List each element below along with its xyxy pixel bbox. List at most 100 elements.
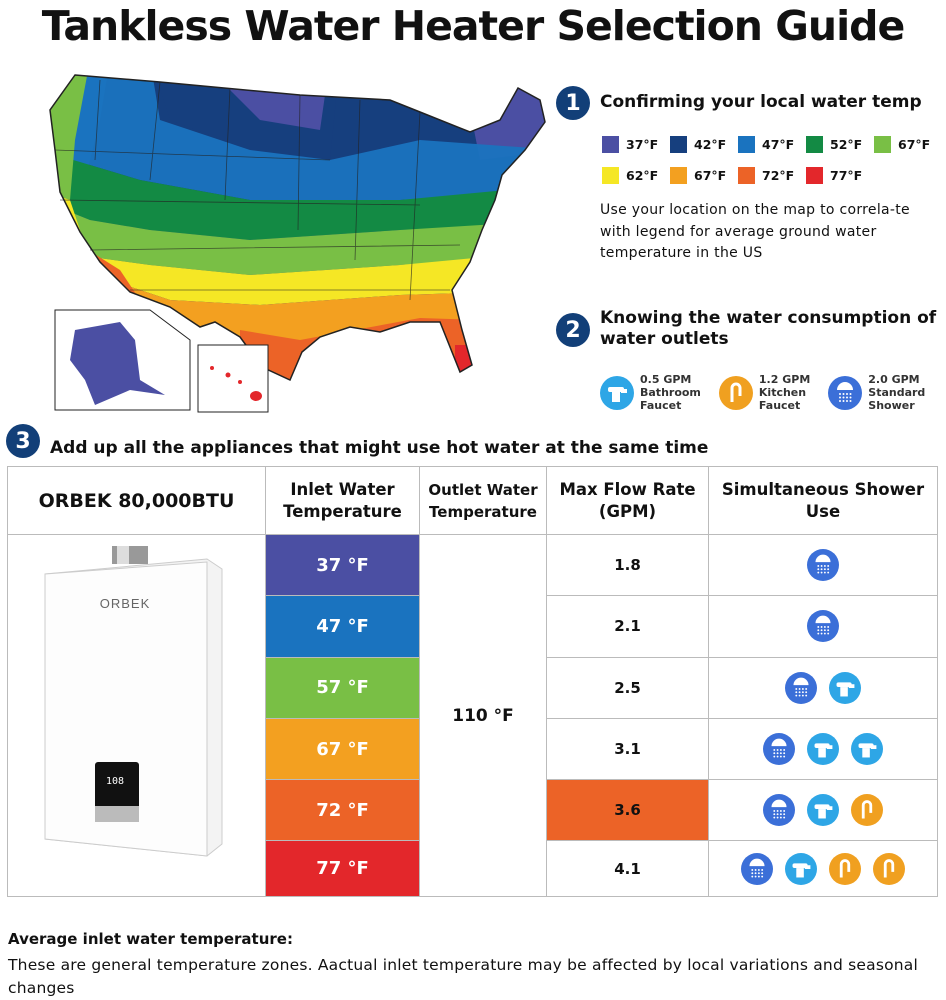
header-inlet: Inlet Water Temperature (265, 466, 420, 535)
table-row: 47 °F 2.1 (8, 595, 938, 658)
step-2-heading: Knowing the water consumption of water o… (600, 308, 937, 349)
legend-label: 77°F (830, 168, 863, 183)
temperature-legend: 37°F 42°F 47°F 52°F 67°F 62°F 67°F 72°F 77°F (602, 136, 946, 184)
legend-swatch (670, 167, 687, 184)
kitchen-faucet-icon (873, 852, 905, 885)
legend-swatch (806, 167, 823, 184)
table-row: 72 °F 3.6 (8, 779, 938, 842)
outlet-name: Faucet (640, 399, 682, 412)
svg-text:ORBEK: ORBEK (99, 596, 150, 611)
table-row: 67 °F 3.1 (8, 717, 938, 781)
legend-label: 72°F (762, 168, 795, 183)
shower-icon (763, 733, 795, 766)
step-1-heading: Confirming your local water temp (600, 92, 922, 112)
us-water-temperature-map (49, 74, 546, 413)
inlet-temp-cell: 57 °F (265, 656, 420, 719)
legend-label: 62°F (626, 168, 659, 183)
legend-item: 67°F (874, 136, 942, 153)
legend-label: 37°F (626, 137, 659, 152)
outlet-name: Kitchen (758, 386, 807, 399)
legend-label: 67°F (898, 137, 931, 152)
bathroom-faucet-icon (829, 671, 861, 704)
simultaneous-use-cell (708, 779, 938, 842)
inlet-temp-cell: 67 °F (265, 717, 420, 781)
page-title: Tankless Water Heater Selection Guide (41, 2, 906, 50)
step-3-badge: 3 (6, 424, 40, 458)
simultaneous-use-cell (708, 533, 938, 597)
simultaneous-use-cell (708, 840, 938, 898)
outlet-name: Bathroom (640, 386, 701, 399)
legend-item: 37°F (602, 136, 670, 153)
svg-text:108: 108 (105, 776, 123, 787)
legend-item: 42°F (670, 136, 738, 153)
shower-icon (828, 375, 863, 410)
step-1-badge: 1 (556, 86, 590, 120)
flow-rate-cell: 3.6 (546, 779, 709, 842)
legend-label: 52°F (830, 137, 863, 152)
header-flow: Max Flow Rate (GPM) (546, 466, 709, 535)
step-2-badge: 2 (556, 313, 590, 347)
inlet-temp-cell: 77 °F (265, 840, 420, 898)
step-1-description: Use your location on the map to correla-… (600, 202, 910, 261)
simultaneous-use-cell (708, 656, 938, 719)
outlet-item: 0.5 GPM Bathroom Faucet (600, 373, 701, 412)
legend-swatch (874, 136, 891, 153)
legend-swatch (602, 167, 619, 184)
flow-rate-cell: 4.1 (546, 840, 709, 898)
product-image: ORBEK 108 (7, 533, 266, 898)
outlet-gpm: 0.5 GPM (640, 373, 692, 386)
header-simultaneous-use: Simultaneous Shower Use (708, 466, 938, 535)
shower-icon (785, 671, 817, 704)
table-row: ORBEK 108 37 °F 110 °F 1.8 (7, 533, 938, 898)
legend-swatch (738, 136, 755, 153)
inlet-temp-cell: 72 °F (265, 779, 420, 842)
outlet-name: Faucet (758, 399, 801, 412)
kitchen-faucet-icon (851, 794, 883, 827)
outlet-temp-cell: 110 °F (419, 533, 547, 898)
outlet-gpm: 2.0 GPM (868, 373, 920, 386)
shower-icon (763, 794, 795, 827)
header-model: ORBEK 80,000BTU (7, 466, 266, 535)
simultaneous-use-cell (708, 595, 938, 658)
flow-rate-cell: 3.1 (546, 717, 709, 781)
legend-label: 42°F (694, 137, 727, 152)
step-3-heading: Add up all the appliances that might use… (50, 438, 709, 458)
inlet-temp-cell: 47 °F (265, 595, 420, 658)
legend-swatch (806, 136, 823, 153)
legend-swatch (602, 136, 619, 153)
outlet-gpm: 1.2 GPM (758, 373, 811, 386)
shower-icon (741, 852, 773, 885)
outlet-name: Standard (868, 386, 926, 399)
bathroom-faucet-icon (807, 794, 839, 827)
flow-rate-cell: 2.1 (546, 595, 709, 658)
bathroom-faucet-icon (807, 733, 839, 766)
footer-heading: Average inlet water temperature: (8, 930, 293, 948)
legend-label: 47°F (762, 137, 795, 152)
footer-text: These are general temperature zones. Aac… (8, 956, 919, 997)
water-outlets: 0.5 GPM Bathroom Faucet 1.2 GPM Kitchen Fauce… (600, 373, 925, 412)
legend-item: 52°F (806, 136, 874, 153)
kitchen-faucet-icon (829, 852, 861, 885)
legend-swatch (670, 136, 687, 153)
shower-icon (807, 549, 839, 582)
legend-item: 47°F (738, 136, 806, 153)
shower-icon (807, 610, 839, 643)
legend-item: 67°F (670, 167, 738, 184)
simultaneous-use-cell (708, 717, 938, 781)
bathroom-faucet-icon (851, 733, 883, 766)
legend-item: 77°F (806, 167, 874, 184)
inlet-temp-cell: 37 °F (265, 533, 420, 597)
outlet-name: Shower (868, 399, 915, 412)
kitchen-faucet-icon (718, 375, 753, 410)
legend-swatch (738, 167, 755, 184)
flow-rate-cell: 1.8 (546, 533, 709, 597)
table-row: 77 °F 4.1 (8, 840, 938, 898)
legend-item: 62°F (602, 167, 670, 184)
bathroom-faucet-icon (600, 375, 634, 410)
outlet-item: 2.0 GPM Standard Shower (828, 373, 925, 412)
outlet-item: 1.2 GPM Kitchen Faucet (718, 373, 811, 412)
legend-item: 72°F (738, 167, 806, 184)
flow-rate-cell: 2.5 (546, 656, 709, 719)
bathroom-faucet-icon (785, 852, 817, 885)
header-outlet: Outlet Water Temperature (419, 466, 547, 535)
